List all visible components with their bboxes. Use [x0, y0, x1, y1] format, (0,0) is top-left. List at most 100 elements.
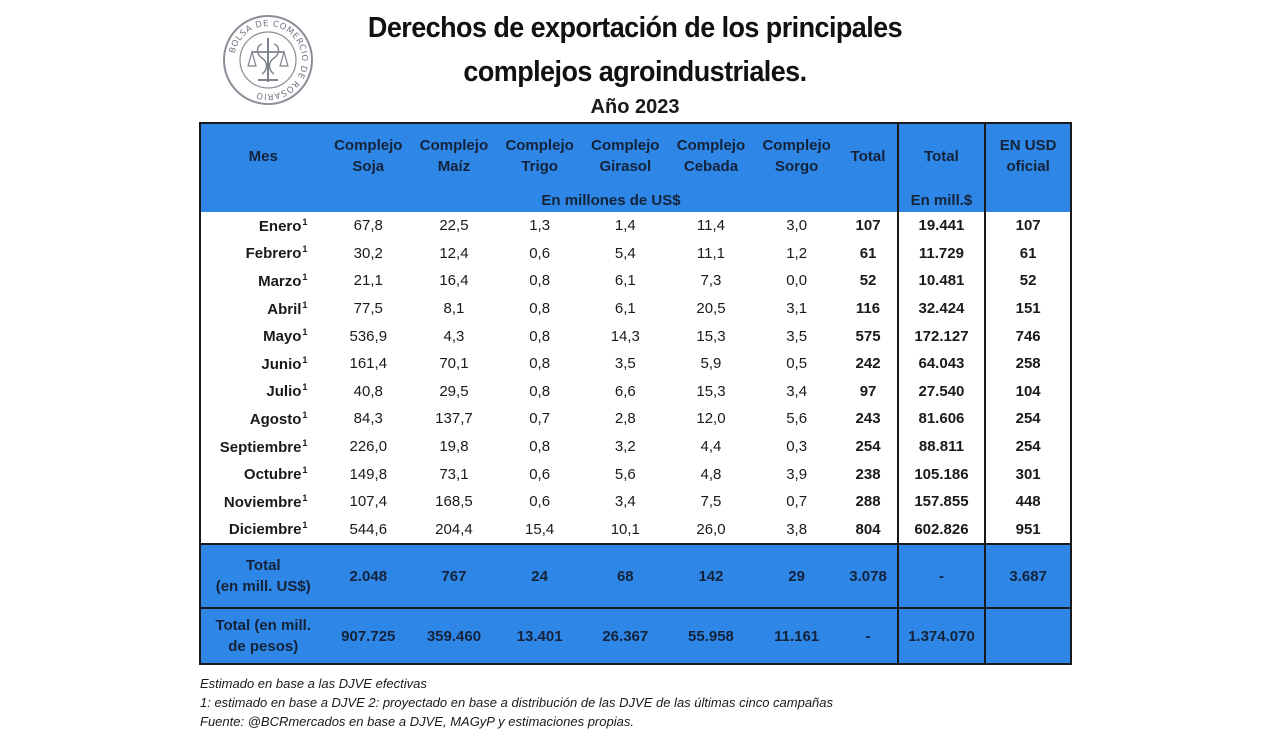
total-usd-total-pesos: - — [896, 543, 987, 609]
total-pesos-oficial — [985, 607, 1072, 666]
cell-total: 61 — [859, 244, 877, 262]
cell-sorgo: 3,4 — [786, 382, 808, 400]
cell-trigo: 0,8 — [529, 272, 551, 290]
cell-trigo: 1,3 — [529, 217, 551, 235]
footnote-source: Fuente: @BCRmercados en base a DJVE, MAG… — [200, 714, 634, 729]
cell-soja: 30,2 — [353, 244, 383, 262]
cell-maiz: 12,4 — [439, 244, 469, 262]
footnote-2: 1: estimado en base a DJVE 2: proyectado… — [200, 695, 834, 710]
cell-cebada: 15,3 — [696, 382, 726, 400]
cell-trigo: 0,8 — [529, 327, 551, 345]
cell-trigo: 0,8 — [529, 355, 551, 373]
cell-cebada: 4,4 — [700, 438, 722, 456]
cell-sorgo: 3,1 — [786, 300, 808, 318]
row-month: Noviembre1 — [198, 487, 326, 516]
table-row: Marzo1 21,1 16,4 0,8 6,1 7,3 0,0 52 10.481 52 — [198, 267, 1072, 295]
cell-sorgo: 3,5 — [786, 327, 808, 345]
cell-total: 575 — [855, 327, 881, 345]
cell-maiz: 4,3 — [443, 327, 465, 345]
cell-cebada: 4,8 — [700, 465, 722, 483]
cell-soja: 149,8 — [349, 465, 388, 483]
cell-sorgo: 0,0 — [786, 272, 808, 290]
cell-usd-oficial: 254 — [985, 432, 1072, 461]
total-usd-oficial: 3.687 — [985, 543, 1072, 609]
export-duties-table: Mes Complejo Soja Complejo Maíz Complejo Tr… — [198, 122, 1072, 666]
subheader-unit-pesos: En mill.$ — [896, 188, 987, 212]
row-month: Agosto1 — [198, 405, 326, 433]
cell-total: 254 — [855, 438, 881, 456]
cell-total-pesos: 602.826 — [896, 515, 987, 545]
cell-soja: 40,8 — [353, 382, 383, 400]
total-pesos-maiz: 359.460 — [411, 607, 497, 666]
cell-maiz: 168,5 — [435, 493, 473, 511]
table-row: Mayo1 536,9 4,3 0,8 14,3 15,3 3,5 575 172.127 746 — [198, 322, 1072, 350]
footnotes: Estimado en base a las DJVE efectivas 1:… — [200, 674, 833, 731]
cell-maiz: 22,5 — [439, 217, 469, 235]
cell-total-pesos: 64.043 — [896, 349, 987, 378]
col-header-maiz: Complejo Maíz — [411, 123, 497, 188]
cell-usd-oficial: 746 — [985, 322, 1072, 350]
col-header-total: Total — [839, 123, 898, 188]
cell-soja: 226,0 — [349, 438, 388, 456]
total-usd-girasol: 68 — [582, 543, 669, 609]
cell-soja: 161,4 — [349, 355, 388, 373]
col-header-mes: Mes — [198, 123, 326, 188]
cell-cebada: 20,5 — [696, 300, 726, 318]
cell-girasol: 3,2 — [614, 438, 636, 456]
col-header-girasol: Complejo Girasol — [582, 123, 669, 188]
total-usd-label: Total (en mill. US$) — [198, 543, 326, 609]
cell-trigo: 0,7 — [529, 410, 551, 428]
cell-total-pesos: 27.540 — [896, 377, 987, 406]
cell-trigo: 0,8 — [529, 300, 551, 318]
total-usd-sorgo: 29 — [753, 543, 840, 609]
cell-cebada: 11,4 — [696, 217, 725, 235]
cell-total-pesos: 32.424 — [896, 294, 987, 323]
table-row: Enero1 67,8 22,5 1,3 1,4 11,4 3,0 107 19.441 107 — [198, 212, 1072, 240]
cell-soja: 544,6 — [349, 520, 388, 538]
total-pesos-total: - — [839, 607, 898, 666]
year-subtitle: Año 2023 — [590, 96, 680, 118]
cell-soja: 84,3 — [353, 410, 383, 428]
cell-cebada: 7,5 — [700, 493, 722, 511]
row-month: Abril1 — [198, 294, 326, 323]
cell-trigo: 0,6 — [529, 465, 551, 483]
cell-cebada: 5,9 — [700, 355, 722, 373]
cell-total: 288 — [855, 493, 881, 511]
cell-maiz: 73,1 — [439, 465, 469, 483]
col-header-trigo: Complejo Trigo — [496, 123, 583, 188]
cell-sorgo: 3,9 — [786, 465, 808, 483]
page-title-line1: Derechos de exportación de los principal… — [367, 12, 903, 44]
cell-total: 97 — [859, 382, 877, 400]
cell-sorgo: 3,0 — [786, 217, 808, 235]
cell-trigo: 0,8 — [529, 382, 551, 400]
table-row: Febrero1 30,2 12,4 0,6 5,4 11,1 1,2 61 11.729 61 — [198, 239, 1072, 268]
row-month: Febrero1 — [198, 239, 326, 268]
cell-usd-oficial: 448 — [985, 487, 1072, 516]
row-month: Enero1 — [198, 212, 326, 240]
row-month: Junio1 — [198, 349, 326, 378]
cell-usd-oficial: 52 — [985, 267, 1072, 295]
col-header-total-pesos: Total — [896, 123, 987, 188]
table-row: Diciembre1 544,6 204,4 15,4 10,1 26,0 3,8 804 60… — [198, 515, 1072, 545]
cell-girasol: 6,1 — [614, 300, 636, 318]
bcr-seal-icon: BOLSA DE COMERCIO DE ROSARIO — [223, 15, 313, 105]
cell-cebada: 26,0 — [696, 520, 726, 538]
table-row: Agosto1 84,3 137,7 0,7 2,8 12,0 5,6 243 81.606 25… — [198, 405, 1072, 433]
table-row: Septiembre1 226,0 19,8 0,8 3,2 4,4 0,3 254 88.81… — [198, 432, 1072, 461]
total-usd-total: 3.078 — [839, 543, 898, 609]
cell-total-pesos: 10.481 — [896, 267, 987, 295]
subheader-blank-usd — [985, 188, 1072, 212]
cell-cebada: 11,1 — [696, 244, 725, 262]
cell-usd-oficial: 104 — [985, 377, 1072, 406]
cell-cebada: 15,3 — [696, 327, 726, 345]
cell-girasol: 2,8 — [614, 410, 636, 428]
row-month: Marzo1 — [198, 267, 326, 295]
cell-trigo: 0,6 — [529, 244, 551, 262]
total-pesos-total-pesos: 1.374.070 — [896, 607, 987, 666]
cell-maiz: 204,4 — [435, 520, 473, 538]
cell-soja: 77,5 — [353, 300, 383, 318]
col-header-soja: Complejo Soja — [325, 123, 412, 188]
row-month: Diciembre1 — [198, 515, 326, 545]
total-pesos-sorgo: 11.161 — [753, 607, 840, 666]
cell-girasol: 5,4 — [614, 244, 636, 262]
